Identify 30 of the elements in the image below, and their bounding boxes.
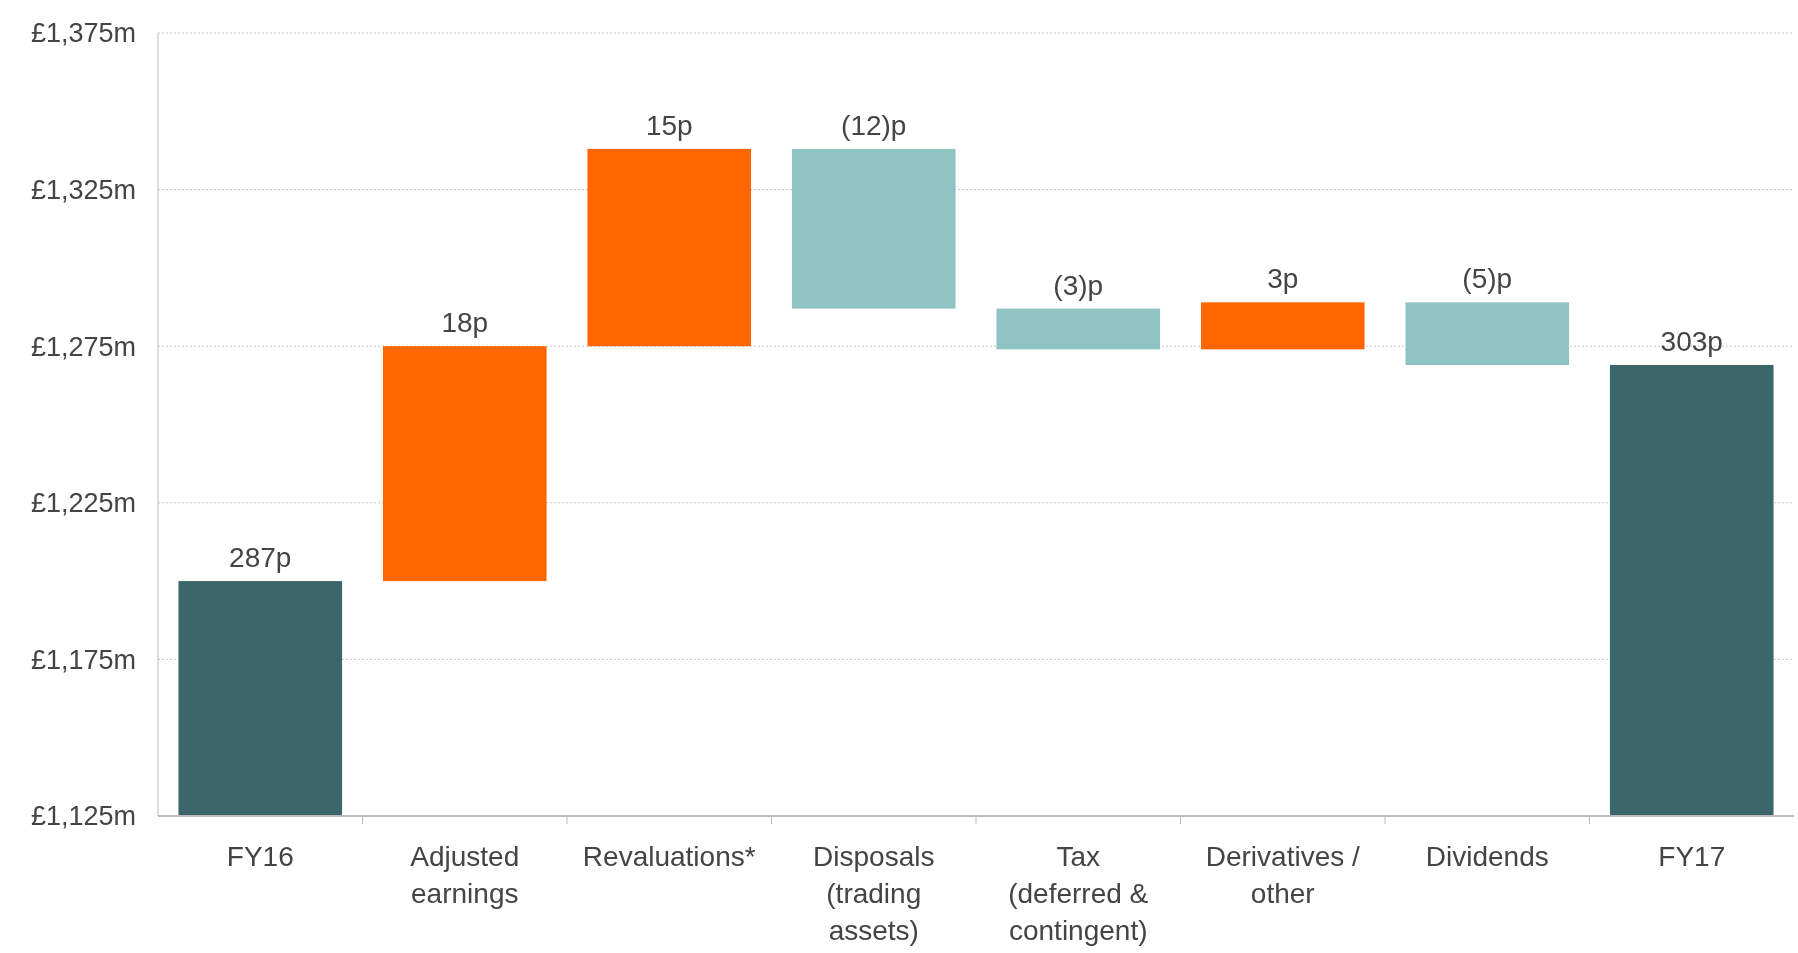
annotation: (3)p [1053,269,1104,301]
annotation: 15p [645,109,693,141]
bar [178,581,343,816]
y-tick-label: £1,225m [30,488,136,519]
x-tick-label: Derivatives / other [1205,841,1360,909]
bar [1609,364,1774,816]
x-tick-label: Tax (deferred & contingent) [1008,841,1149,946]
x-tick-label: Revaluations* [582,841,756,872]
y-tick-label: £1,125m [30,801,136,832]
bar [996,308,1161,350]
y-tick-label: £1,275m [30,331,136,362]
bar [1200,302,1365,350]
bar [791,148,956,309]
annotation: 287p [229,542,292,574]
annotation: (5)p [1462,263,1513,295]
x-tick-label: Disposals (trading assets) [813,841,935,946]
y-tick-label: £1,175m [30,644,136,675]
x-tick-label: FY16 [226,841,294,872]
annotation: 3p [1267,263,1299,295]
y-tick-label: £1,375m [30,18,136,49]
x-tick-label: FY17 [1658,841,1726,872]
annotation: 18p [441,307,489,339]
x-tick-label: Adjusted earnings [410,841,520,909]
bar [382,346,547,582]
annotation: (12)p [841,109,907,141]
y-tick-label: £1,325m [30,175,136,206]
bar [1405,302,1570,365]
bar [587,148,752,347]
x-tick-label: Dividends [1425,841,1549,872]
annotation: 303p [1660,325,1723,357]
